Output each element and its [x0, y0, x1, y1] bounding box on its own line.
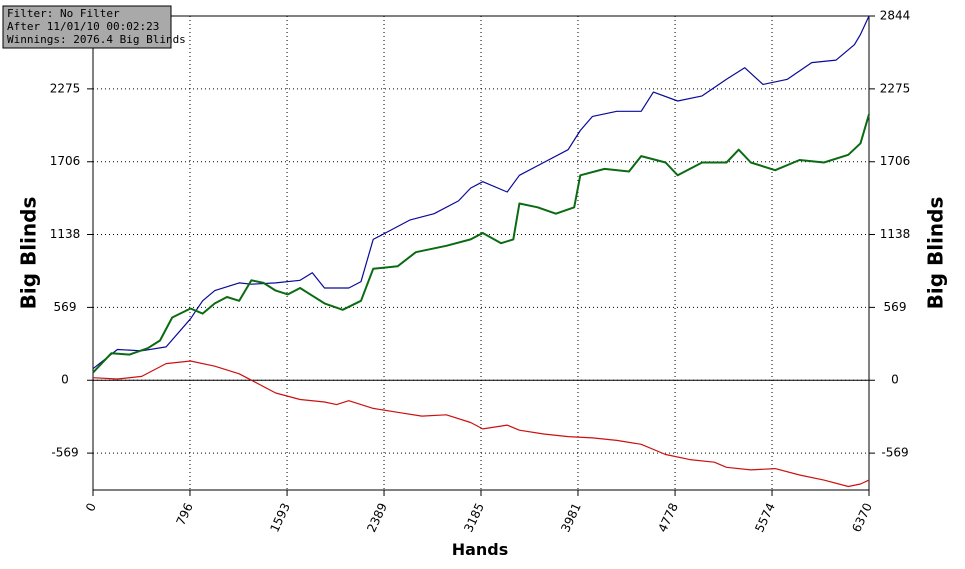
info-box-frame — [2, 5, 172, 49]
y2-tick-label: 2275 — [880, 81, 911, 95]
y-axis-label: Big Blinds — [17, 197, 41, 310]
y-tick-label: -569 — [51, 446, 78, 460]
x-axis-label: Hands — [452, 540, 509, 559]
y-tick-label: 569 — [54, 300, 77, 314]
y2-tick-label: 2844 — [880, 9, 911, 23]
y-tick-label: 2275 — [50, 81, 81, 95]
plot-area: -569 0 569 1138 1706 2275 2844 -569 0 569 1138 1706… — [50, 9, 911, 535]
y2-tick-label: 569 — [884, 300, 907, 314]
series-line — [92, 15, 870, 370]
y-tick-label: 1706 — [50, 154, 81, 168]
y2-tick-label: 1138 — [880, 227, 911, 241]
y2-tick-label: -569 — [881, 446, 908, 460]
y-tick-label: 1138 — [50, 227, 81, 241]
series-line — [92, 360, 870, 488]
y2-tick-label: 0 — [891, 373, 899, 387]
info-line: Filter: No Filter — [7, 7, 120, 20]
info-box: Filter: No Filter After 11/01/10 00:02:2… — [2, 5, 186, 49]
y2-tick-label: 1706 — [880, 154, 911, 168]
info-line: After 11/01/10 00:02:23 — [7, 20, 159, 33]
series-line — [92, 114, 870, 374]
y2-axis-label: Big Blinds — [924, 197, 948, 310]
y-tick-label: 0 — [61, 373, 69, 387]
info-line: Winnings: 2076.4 Big Blinds — [7, 33, 186, 46]
